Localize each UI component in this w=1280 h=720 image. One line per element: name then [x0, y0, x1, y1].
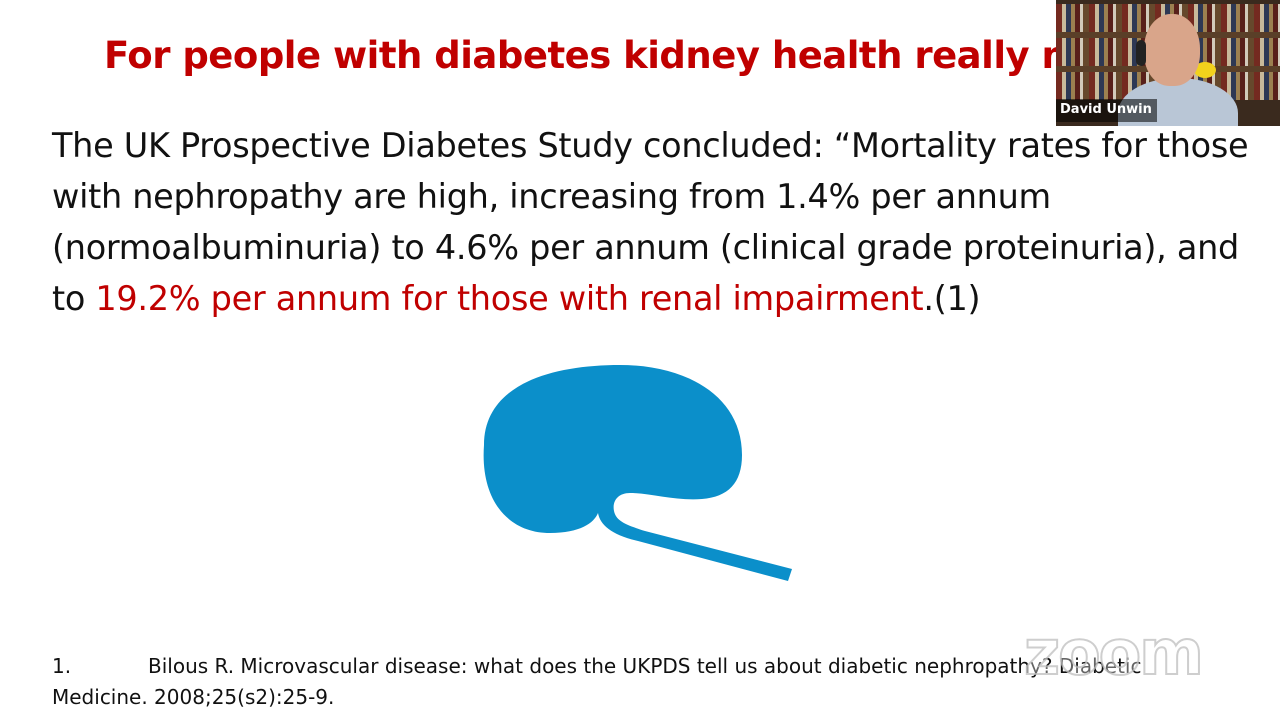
flowers-decor [1194, 62, 1216, 78]
slide-body-text: The UK Prospective Diabetes Study conclu… [52, 120, 1252, 324]
reference-number: 1. [52, 654, 72, 678]
participant-video-tile[interactable]: David Unwin [1056, 0, 1280, 126]
zoom-watermark-logo: zoom [1023, 616, 1205, 689]
body-text-main: The UK Prospective Diabetes Study conclu… [52, 126, 1249, 318]
kidney-icon [483, 365, 792, 581]
reference-text: Bilous R. Microvascular disease: what do… [52, 654, 1142, 709]
body-text-citation: .(1) [923, 279, 981, 318]
reference-footnote: 1. Bilous R. Microvascular disease: what … [52, 651, 1232, 713]
body-text-highlight: 19.2% per annum for those with renal imp… [95, 279, 924, 318]
kidney-shape [483, 365, 792, 581]
headphone-icon [1136, 40, 1146, 66]
participant-name-label: David Unwin [1056, 99, 1157, 122]
slide-title: For people with diabetes kidney health r… [104, 34, 1080, 77]
participant-head [1144, 14, 1200, 86]
